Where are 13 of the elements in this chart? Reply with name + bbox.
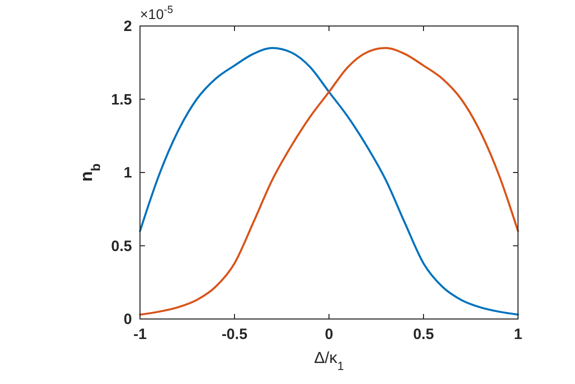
x-tick-label: -0.5 bbox=[222, 326, 248, 343]
x-tick-label: 1 bbox=[514, 326, 522, 343]
y-tick-label: 0.5 bbox=[111, 238, 132, 255]
y-tick-label: 1.5 bbox=[111, 91, 132, 108]
y-tick-label: 0 bbox=[124, 311, 132, 328]
y-tick-label: 1 bbox=[124, 164, 132, 182]
x-tick-label: 0.5 bbox=[413, 326, 434, 343]
line-series bbox=[139, 46, 519, 316]
text: ×10$^{-5}$ bbox=[140, 4, 174, 22]
y-tick-label: 2 bbox=[124, 18, 132, 35]
x-tick-label: -1 bbox=[133, 326, 147, 343]
x-tick-label: 0 bbox=[324, 326, 334, 343]
x-axis-title: Δ/κ$_{1}$ bbox=[314, 350, 344, 373]
